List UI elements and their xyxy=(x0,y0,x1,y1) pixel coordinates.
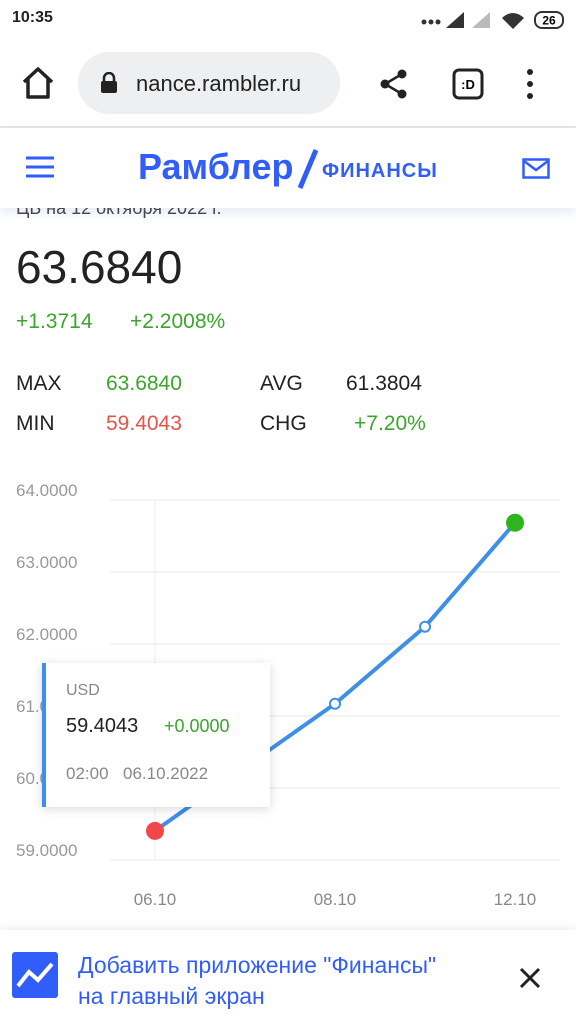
stat-value: +7.20% xyxy=(354,412,426,435)
tooltip-value: 59.4043 xyxy=(66,715,139,737)
stat-label: MIN xyxy=(16,412,55,435)
stat-label: CHG xyxy=(260,412,307,435)
rate-value: 63.6840 xyxy=(16,241,183,293)
logo[interactable]: Рамблер xyxy=(138,146,294,187)
battery: 26 xyxy=(542,14,556,28)
stat-label: MAX xyxy=(16,372,62,395)
y-tick-label: 64.0000 xyxy=(16,481,77,500)
x-tick-label: 08.10 xyxy=(314,890,357,909)
point xyxy=(146,821,164,840)
logo-slash xyxy=(297,149,319,189)
status-icons: 26 xyxy=(421,11,564,29)
tabs-button[interactable]: :D xyxy=(452,68,484,100)
point xyxy=(329,697,341,710)
stat-value: 59.4043 xyxy=(106,412,182,435)
x-tick-label: 06.10 xyxy=(134,890,177,909)
section[interactable]: ФИНАНСЫ xyxy=(322,160,438,182)
y-tick-label: 63.0000 xyxy=(16,553,77,572)
rate-change-pct: +2.2008% xyxy=(130,310,226,333)
mail-icon[interactable] xyxy=(522,158,550,180)
banner-text: на главный экран xyxy=(78,983,265,1009)
tooltip-change: +0.0000 xyxy=(164,716,230,736)
hamburger[interactable] xyxy=(26,156,54,178)
svg-text::D: :D xyxy=(461,77,475,92)
stat-value: 63.6840 xyxy=(106,372,182,395)
point xyxy=(419,620,431,633)
menu-button[interactable] xyxy=(522,68,538,100)
home-button[interactable] xyxy=(20,66,56,100)
url: nance.rambler.ru xyxy=(136,71,302,96)
tooltip: USD 59.4043 +0.0000 02:00 06.10.2022 xyxy=(42,663,270,807)
time: 10:35 xyxy=(12,9,53,26)
point xyxy=(506,513,524,532)
y-tick-label: 62.0000 xyxy=(16,625,77,644)
app-icon xyxy=(12,952,58,998)
rate-change: +1.3714 xyxy=(16,310,93,333)
site-header: Рамблер ФИНАНСЫ xyxy=(0,128,576,208)
stat-label: AVG xyxy=(260,372,303,395)
lock-icon xyxy=(101,72,117,93)
browser-bar: nance.rambler.ru :D xyxy=(0,38,576,128)
x-tick-label: 12.10 xyxy=(494,890,537,909)
close-button[interactable] xyxy=(518,966,542,990)
tooltip-currency: USD xyxy=(66,682,100,699)
url-bar[interactable]: nance.rambler.ru xyxy=(78,52,340,114)
stat-value: 61.3804 xyxy=(346,372,422,395)
status-bar: 10:35 26 xyxy=(0,0,576,38)
install-banner[interactable]: Добавить приложение "Финансы" на главный… xyxy=(0,930,576,1024)
banner-text: Добавить приложение "Финансы" xyxy=(78,952,437,978)
tooltip-time: 02:00 xyxy=(66,764,109,783)
share-button[interactable] xyxy=(378,68,410,100)
y-tick-label: 59.0000 xyxy=(16,841,77,860)
tooltip-date: 06.10.2022 xyxy=(123,764,209,783)
